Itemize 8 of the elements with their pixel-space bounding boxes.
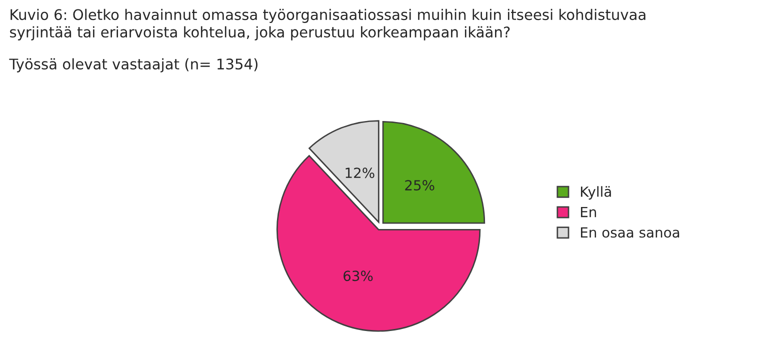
data-label: 63% [344,270,373,282]
chart-title: Kuvio 6: Oletko havainnut omassa työorganisaatiossasi muihin kuin itseesi kohdistuvaa syrjintää tai eriarvoista kohtelua, joka perustuu korkeampaan ikään? [10,8,646,40]
text: Työssä olevat vastaajat (n= 1354) [9,58,258,72]
legend-label: En osaa sanoa [580,227,680,238]
legend-label: Kyllä [580,186,611,200]
data-label: 12% [346,168,374,178]
data-label: 25% [405,180,434,191]
legend-label: En [580,206,596,218]
